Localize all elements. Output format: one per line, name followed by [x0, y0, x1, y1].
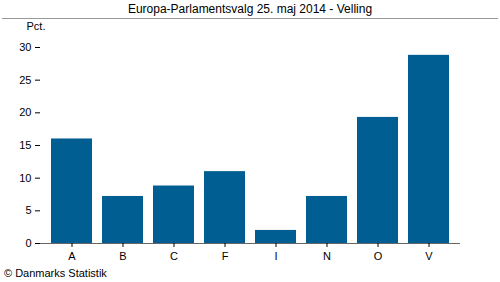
- svg-text:V: V: [425, 250, 433, 262]
- svg-text:O: O: [374, 250, 383, 262]
- svg-text:30: 30: [19, 41, 31, 53]
- svg-text:5: 5: [25, 204, 31, 216]
- svg-text:A: A: [68, 250, 76, 262]
- html-text:Europa-Parlamentsvalg 25. maj: Europa-Parlamentsvalg 25. maj 2014 - Vel…: [127, 2, 373, 16]
- svg-text:Pct.: Pct.: [27, 20, 46, 32]
- svg-text:F: F: [222, 250, 229, 262]
- svg-text:10: 10: [19, 172, 31, 184]
- svg-text:0: 0: [25, 237, 31, 249]
- svg-text:I: I: [274, 250, 277, 262]
- svg-text:20: 20: [19, 106, 31, 118]
- svg-text:15: 15: [19, 139, 31, 151]
- html-text:© Danmarks Statistik: © Danmarks Statistik: [4, 267, 107, 279]
- svg-text:C: C: [170, 250, 178, 262]
- svg-text:B: B: [119, 250, 126, 262]
- svg-text:N: N: [323, 250, 331, 262]
- svg-text:25: 25: [19, 74, 31, 86]
